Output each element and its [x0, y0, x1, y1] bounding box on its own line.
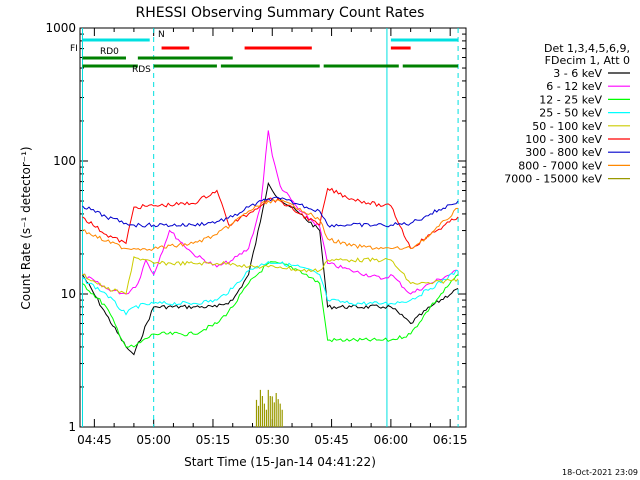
series-line: [82, 187, 459, 250]
x-tick-label: 05:00: [136, 433, 171, 447]
series-line: [82, 181, 459, 356]
y-tick-label: 1: [68, 420, 76, 434]
x-tick-label: 04:45: [77, 433, 112, 447]
legend-entry-label: 12 - 25 keV: [539, 93, 602, 106]
y-axis-label: Count Rate (s⁻¹ detector⁻¹): [19, 146, 33, 309]
flag-bar-label: FI: [70, 44, 78, 54]
legend-entry-label: 800 - 7000 keV: [518, 159, 602, 172]
legend-entry-label: 3 - 6 keV: [553, 67, 602, 80]
flag-bar-label: N: [158, 30, 165, 40]
series-line: [255, 389, 283, 427]
series-line: [82, 130, 459, 295]
chart-title: RHESSI Observing Summary Count Rates: [136, 5, 425, 21]
x-tick-label: 06:00: [374, 433, 409, 447]
series-line: [82, 261, 459, 348]
y-tick-label: 1000: [45, 21, 76, 35]
series-lines: [82, 130, 459, 427]
timestamp: 18-Oct-2021 23:09: [562, 468, 638, 477]
series-line: [82, 261, 459, 316]
x-tick-label: 06:15: [433, 433, 468, 447]
series-line: [82, 196, 459, 228]
series-line: [82, 199, 459, 251]
y-tick-label: 100: [53, 154, 76, 168]
legend-entry-label: 6 - 12 keV: [546, 80, 602, 93]
x-tick-label: 05:15: [196, 433, 231, 447]
x-axis-label: Start Time (15-Jan-14 04:41:22): [184, 455, 376, 469]
legend-entry-label: 7000 - 15000 keV: [504, 173, 602, 186]
y-axis: 1 10 100 1000: [45, 21, 466, 434]
time-markers: [82, 28, 459, 427]
plot-frame: [79, 27, 467, 428]
flag-bars: N FI RD0 RDS: [70, 30, 459, 75]
x-axis: 04:45 05:00 05:15 05:30 05:45 06:00 06:15: [77, 28, 467, 447]
flag-bar-label: RD0: [100, 47, 119, 57]
legend-entry-label: 25 - 50 keV: [539, 107, 602, 120]
flag-bar-label: RDS: [132, 65, 151, 75]
legend-header-line-1: Det 1,3,4,5,6,9,: [544, 42, 630, 55]
x-tick-label: 05:45: [314, 433, 349, 447]
legend-entry-label: 300 - 800 keV: [525, 146, 602, 159]
y-tick-label: 10: [61, 287, 76, 301]
legend-header-line-2: FDecim 1, Att 0: [545, 54, 630, 67]
legend: Det 1,3,4,5,6,9, FDecim 1, Att 0 3 - 6 k…: [504, 42, 630, 186]
legend-entry-label: 100 - 300 keV: [525, 133, 602, 146]
x-tick-label: 05:30: [255, 433, 290, 447]
series-line: [82, 256, 459, 295]
legend-entry-label: 50 - 100 keV: [532, 120, 602, 133]
